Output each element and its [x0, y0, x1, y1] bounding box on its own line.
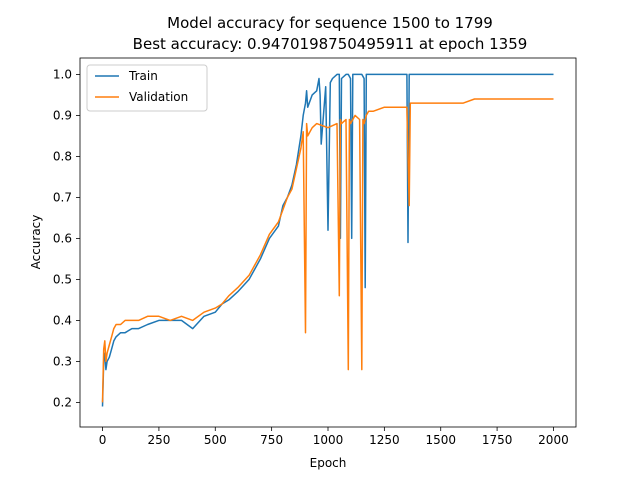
y-tick-label: 0.3 — [53, 354, 72, 368]
y-tick-label: 1.0 — [53, 67, 72, 81]
x-tick-label: 1000 — [313, 433, 344, 447]
x-tick-label: 0 — [99, 433, 107, 447]
x-axis-label: Epoch — [310, 456, 347, 470]
x-tick-label: 1250 — [369, 433, 400, 447]
x-tick-label: 500 — [204, 433, 227, 447]
y-tick-label: 0.6 — [53, 231, 72, 245]
x-tick-label: 750 — [260, 433, 283, 447]
x-axis-ticks: 0 250 500 750 1000 1250 1500 1750 2000 — [99, 427, 569, 447]
y-tick-label: 0.5 — [53, 272, 72, 286]
x-tick-label: 250 — [147, 433, 170, 447]
legend-validation-label: Validation — [129, 90, 188, 104]
y-tick-label: 0.9 — [53, 108, 72, 122]
legend: Train Validation — [86, 64, 208, 112]
series-line-validation — [101, 98, 554, 403]
y-tick-label: 0.7 — [53, 190, 72, 204]
chart-title-line1: Model accuracy for sequence 1500 to 1799 — [167, 14, 493, 32]
y-tick-label: 0.2 — [53, 395, 72, 409]
axes-frame — [79, 57, 577, 428]
x-tick-label: 1750 — [482, 433, 513, 447]
legend-train-label: Train — [128, 69, 158, 83]
y-tick-label: 0.4 — [53, 313, 72, 327]
series-line-train — [101, 73, 554, 407]
chart-title-line2: Best accuracy: 0.9470198750495911 at epo… — [133, 35, 528, 53]
y-axis-label: Accuracy — [29, 215, 43, 270]
x-tick-label: 2000 — [538, 433, 569, 447]
plot-series-group — [101, 73, 554, 407]
x-tick-label: 1500 — [425, 433, 456, 447]
y-tick-label: 0.8 — [53, 149, 72, 163]
y-axis-ticks: 0.2 0.3 0.4 0.5 0.6 0.7 0.8 0.9 1.0 — [53, 67, 80, 409]
